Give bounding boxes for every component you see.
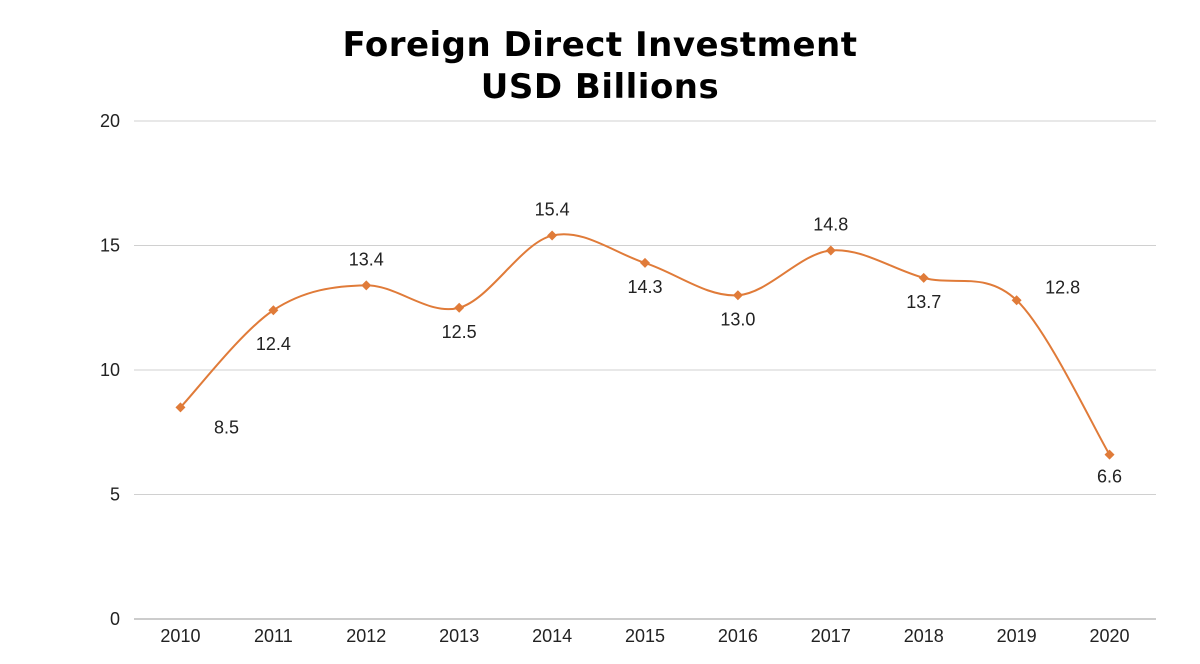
data-label: 6.6 (1097, 467, 1122, 487)
data-point (454, 302, 465, 313)
y-tick-label: 15 (100, 236, 120, 256)
chart-title-line: Foreign Direct Investment (342, 25, 858, 65)
data-point (268, 305, 279, 316)
x-tick-label: 2018 (904, 626, 944, 646)
x-tick-label: 2014 (532, 626, 572, 646)
x-tick-label: 2020 (1090, 626, 1130, 646)
y-tick-label: 5 (110, 485, 120, 505)
data-point (732, 290, 743, 301)
data-label: 15.4 (535, 200, 570, 220)
data-label: 12.8 (1045, 277, 1080, 297)
data-label: 13.4 (349, 249, 384, 269)
data-label: 8.5 (214, 417, 239, 437)
x-tick-label: 2012 (346, 626, 386, 646)
y-tick-label: 0 (110, 609, 120, 629)
data-point (1011, 295, 1022, 306)
data-label: 12.4 (256, 334, 291, 354)
chart-subtitle-line: USD Billions (480, 67, 720, 107)
data-point (547, 230, 558, 241)
chart-title: Foreign Direct Investment USD Billions (0, 24, 1200, 108)
x-tick-label: 2019 (997, 626, 1037, 646)
data-point (1104, 449, 1115, 460)
x-tick-label: 2015 (625, 626, 665, 646)
x-tick-label: 2013 (439, 626, 479, 646)
x-tick-label: 2016 (718, 626, 758, 646)
data-point (361, 280, 372, 291)
data-point (825, 245, 836, 256)
data-label: 13.0 (720, 309, 755, 329)
data-point (175, 402, 186, 413)
data-point (918, 272, 929, 283)
data-label: 14.3 (627, 277, 662, 297)
data-label: 14.8 (813, 214, 848, 234)
y-tick-label: 20 (100, 111, 120, 131)
y-tick-label: 10 (100, 360, 120, 380)
data-label: 12.5 (442, 322, 477, 342)
x-tick-label: 2011 (254, 626, 293, 646)
x-tick-label: 2017 (811, 626, 851, 646)
x-tick-label: 2010 (160, 626, 200, 646)
data-label: 13.7 (906, 292, 941, 312)
data-point (640, 257, 650, 268)
